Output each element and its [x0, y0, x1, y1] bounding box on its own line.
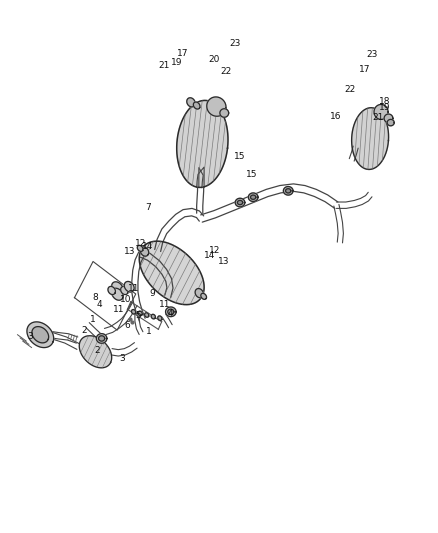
Polygon shape [32, 327, 49, 343]
Text: 4: 4 [97, 301, 102, 309]
Text: 17: 17 [359, 65, 370, 74]
Polygon shape [207, 97, 226, 116]
Polygon shape [151, 314, 155, 319]
Text: 1: 1 [90, 316, 96, 324]
Polygon shape [352, 108, 389, 169]
Polygon shape [387, 119, 394, 126]
Polygon shape [131, 310, 136, 314]
Polygon shape [195, 288, 203, 298]
Polygon shape [27, 322, 53, 348]
Polygon shape [99, 336, 105, 341]
Polygon shape [193, 102, 200, 109]
Polygon shape [237, 200, 243, 205]
Text: 12: 12 [209, 246, 220, 255]
Text: 4: 4 [167, 309, 173, 318]
Text: 14: 14 [204, 252, 215, 260]
Text: 2: 2 [81, 326, 87, 335]
Text: 11: 11 [128, 285, 139, 293]
Polygon shape [384, 114, 393, 123]
Text: 3: 3 [119, 354, 125, 362]
Text: 15: 15 [246, 171, 258, 179]
Text: 3: 3 [27, 333, 33, 341]
Text: 7: 7 [145, 204, 151, 212]
Polygon shape [286, 189, 291, 193]
Text: 23: 23 [229, 39, 240, 48]
Polygon shape [108, 286, 115, 295]
Polygon shape [166, 307, 176, 317]
Text: 22: 22 [220, 68, 231, 76]
Polygon shape [112, 282, 123, 294]
Text: 17: 17 [177, 49, 189, 58]
Text: 23: 23 [367, 50, 378, 59]
Text: 8: 8 [92, 293, 99, 302]
Text: 14: 14 [142, 242, 153, 251]
Polygon shape [177, 100, 228, 188]
Text: 16: 16 [330, 112, 341, 120]
Text: 18: 18 [379, 97, 390, 106]
Text: 22: 22 [345, 85, 356, 94]
Text: 1: 1 [146, 327, 152, 336]
Text: 21: 21 [159, 61, 170, 70]
Text: 10: 10 [120, 295, 132, 304]
Polygon shape [187, 98, 195, 107]
Polygon shape [220, 109, 229, 117]
Text: 11: 11 [159, 301, 170, 309]
Polygon shape [248, 193, 258, 201]
Text: 21: 21 [372, 113, 383, 122]
Polygon shape [124, 281, 134, 292]
Text: 6: 6 [124, 321, 130, 329]
Polygon shape [251, 195, 256, 199]
Text: 11: 11 [113, 305, 124, 313]
Polygon shape [201, 293, 206, 300]
Text: 13: 13 [124, 247, 135, 256]
Polygon shape [168, 309, 174, 314]
Text: 2: 2 [95, 346, 100, 355]
Text: 12: 12 [134, 239, 146, 247]
Polygon shape [112, 288, 123, 300]
Polygon shape [141, 247, 148, 256]
Text: 20: 20 [208, 55, 219, 64]
Polygon shape [121, 286, 128, 295]
Polygon shape [139, 241, 204, 305]
Polygon shape [137, 245, 143, 252]
Polygon shape [145, 313, 149, 317]
Text: 13: 13 [218, 257, 229, 265]
Polygon shape [235, 198, 245, 207]
Polygon shape [374, 104, 388, 119]
Polygon shape [79, 336, 112, 368]
Text: 19: 19 [171, 59, 182, 67]
Polygon shape [96, 334, 107, 343]
Polygon shape [158, 316, 162, 320]
Polygon shape [283, 187, 293, 195]
Text: 15: 15 [234, 152, 246, 160]
Polygon shape [138, 311, 142, 316]
Text: 5: 5 [135, 311, 141, 320]
Text: 19: 19 [379, 103, 390, 112]
Text: 9: 9 [149, 289, 155, 297]
